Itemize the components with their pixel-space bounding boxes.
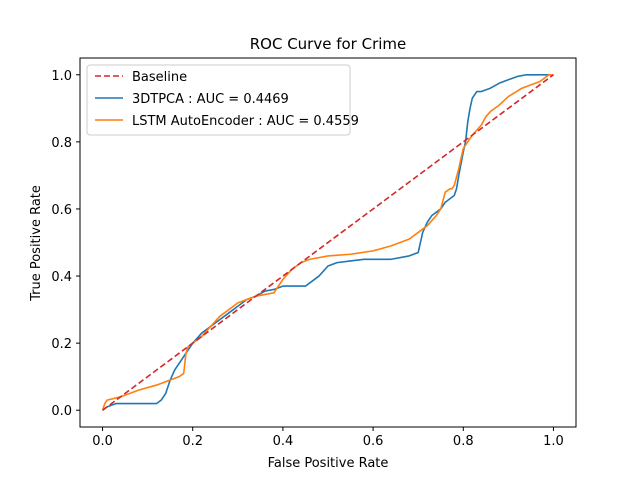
series-line-2 xyxy=(101,73,554,411)
legend-box xyxy=(86,64,351,136)
plot-frame xyxy=(79,57,577,428)
legend-entry-label: 3DTPCA : AUC = 0.4469 xyxy=(132,92,289,107)
chart-title: ROC Curve for Crime xyxy=(250,35,407,53)
y-tick-label: 1.0 xyxy=(51,69,72,84)
series-line-0 xyxy=(102,74,554,411)
y-tick-label: 0.6 xyxy=(51,203,72,218)
y-tick-label: 0.8 xyxy=(51,136,72,151)
series-line-1 xyxy=(102,73,554,411)
x-tick-label: 0.6 xyxy=(363,434,384,449)
legend-entry-label: Baseline xyxy=(132,70,187,85)
x-tick-label: 0.4 xyxy=(273,434,294,449)
x-tick-label: 1.0 xyxy=(543,434,564,449)
ticks-layer: 0.0 0.2 0.4 0.6 0.8 1.0 0.0 0.2 0.4 0.6 0.8 1.0 xyxy=(51,69,563,449)
legend-entry-label: LSTM AutoEncoder : AUC = 0.4559 xyxy=(132,114,359,129)
x-axis-label: False Positive Rate xyxy=(268,456,389,471)
series-layer xyxy=(101,73,554,411)
x-tick-label: 0.8 xyxy=(453,434,474,449)
y-tick-label: 0.4 xyxy=(51,270,72,285)
y-axis-label: True Positive Rate xyxy=(29,185,44,302)
y-tick-label: 0.2 xyxy=(51,337,72,352)
legend: Baseline 3DTPCA : AUC = 0.4469 LSTM AutoEn… xyxy=(86,64,359,136)
x-tick-label: 0.0 xyxy=(92,434,113,449)
x-tick-label: 0.2 xyxy=(182,434,203,449)
y-tick-label: 0.0 xyxy=(51,404,72,419)
